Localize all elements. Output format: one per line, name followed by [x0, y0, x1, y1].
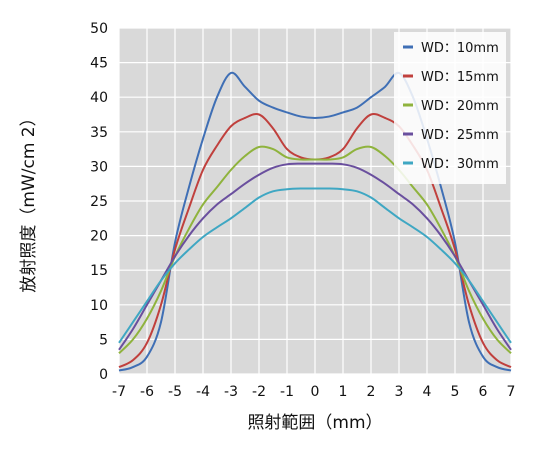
x-tick-label: 0	[311, 384, 320, 400]
series-line-1	[118, 71, 512, 372]
legend-label: WD：10mm	[421, 41, 499, 56]
y-tick-label: 5	[99, 332, 108, 348]
series-line-4	[118, 162, 512, 351]
y-tick-label: 10	[90, 298, 108, 314]
x-tick-label: -4	[196, 384, 210, 400]
x-tick-label: 2	[367, 384, 376, 400]
legend-label: WD：25mm	[421, 128, 499, 143]
series-line-5	[118, 187, 512, 344]
y-tick-label: 45	[90, 56, 108, 72]
x-tick-label: 5	[451, 384, 460, 400]
x-tick-label: 7	[507, 384, 516, 400]
x-tick-label: 3	[395, 384, 404, 400]
legend-items: WD：10mm WD：15mm WD：20mm WD：25mm WD：30mm	[403, 41, 499, 172]
x-tick-label: -2	[252, 384, 266, 400]
y-tick-labels: 0 5 10 15 20 25 30 35 40 45 50	[90, 21, 108, 383]
y-tick-label: 50	[90, 21, 108, 37]
series-lines	[118, 71, 512, 372]
x-tick-label: -7	[112, 384, 126, 400]
y-tick-label: 30	[90, 159, 108, 175]
legend-label: WD：15mm	[421, 70, 499, 85]
x-tick-label: -6	[140, 384, 154, 400]
x-tick-label: -1	[280, 384, 294, 400]
x-tick-label: 1	[339, 384, 348, 400]
legend-box	[394, 32, 506, 184]
y-tick-label: 15	[90, 263, 108, 279]
x-tick-label: 6	[479, 384, 488, 400]
grid-lines	[118, 27, 512, 375]
y-tick-label: 0	[99, 367, 108, 383]
legend: WD：10mm WD：15mm WD：20mm WD：25mm WD：30mm	[394, 32, 506, 184]
y-tick-label: 35	[90, 125, 108, 141]
x-axis-title: 照射範囲（mm）	[247, 413, 382, 433]
x-tick-label: 4	[423, 384, 432, 400]
x-tick-label: -5	[168, 384, 182, 400]
legend-label: WD：20mm	[421, 99, 499, 114]
y-axis-title: 放射照度（mW/cm 2）	[19, 109, 39, 292]
series-line-3	[118, 145, 512, 354]
y-tick-label: 40	[90, 90, 108, 106]
x-tick-label: -3	[224, 384, 238, 400]
legend-label: WD：30mm	[421, 157, 499, 172]
y-tick-label: 25	[90, 194, 108, 210]
x-tick-labels: -7 -6 -5 -4 -3 -2 -1 0 1 2 3 4 5 6 7	[112, 384, 515, 400]
y-tick-label: 20	[90, 229, 108, 245]
